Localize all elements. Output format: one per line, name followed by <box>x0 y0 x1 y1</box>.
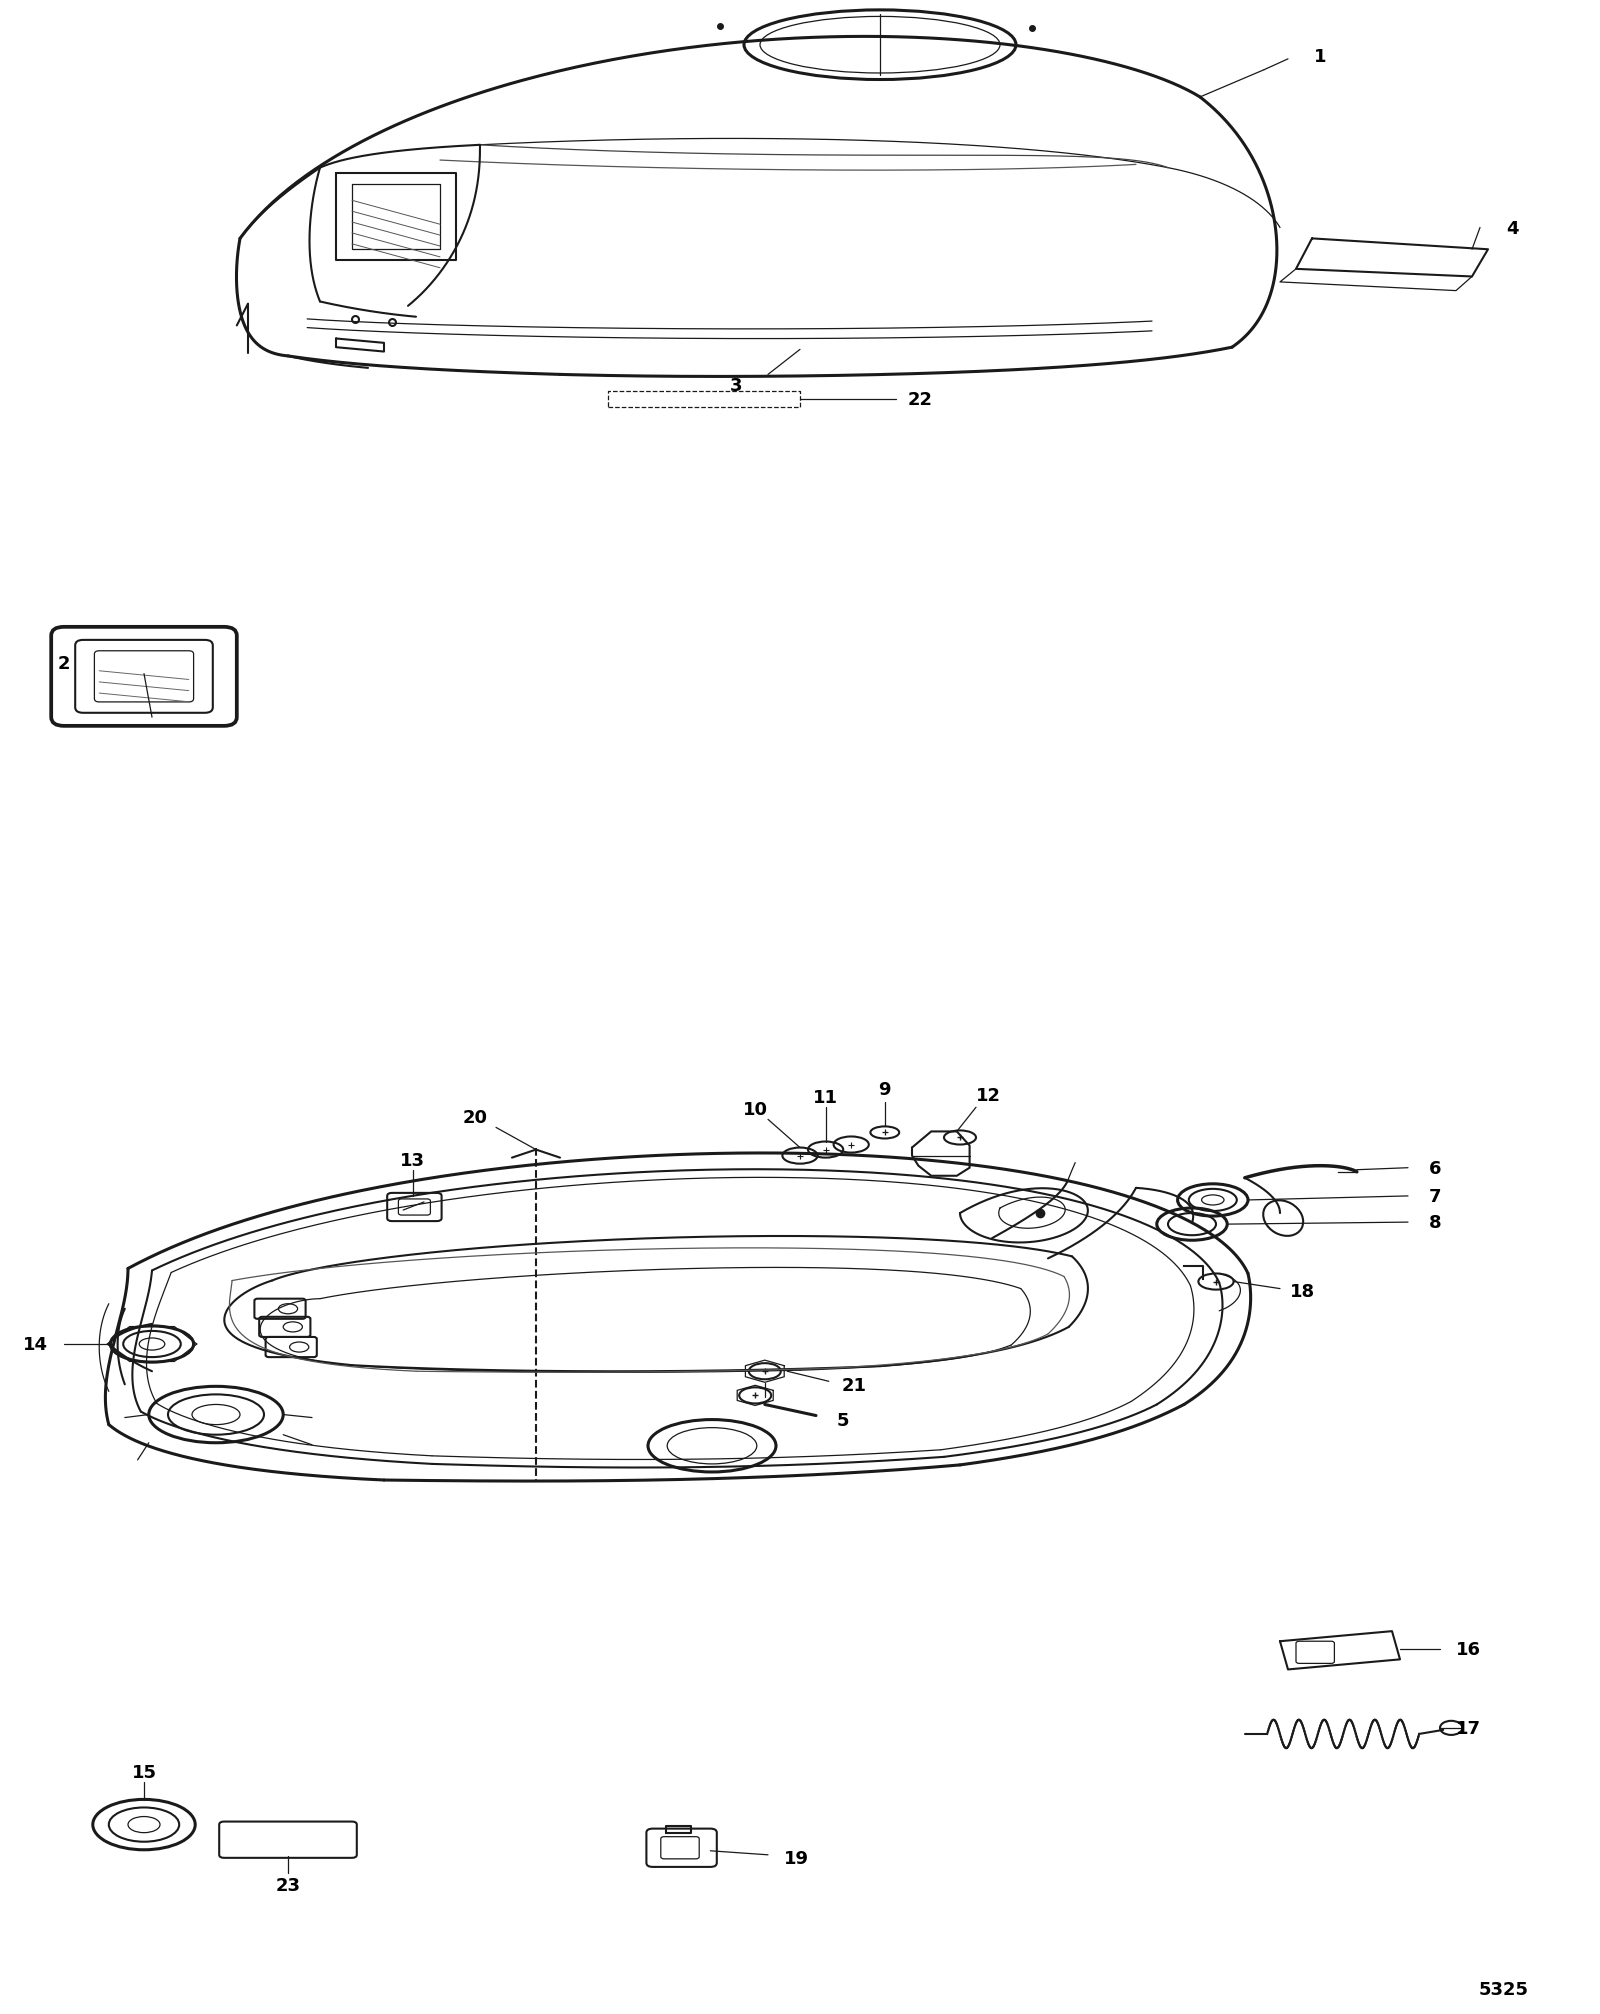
Text: 8: 8 <box>1429 1214 1442 1231</box>
Text: 15: 15 <box>131 1764 157 1780</box>
Text: 6: 6 <box>1429 1160 1442 1176</box>
Text: 13: 13 <box>400 1152 426 1168</box>
Text: 11: 11 <box>813 1090 838 1106</box>
Text: 17: 17 <box>1456 1720 1482 1736</box>
Text: 10: 10 <box>742 1102 768 1118</box>
Text: 1: 1 <box>1314 48 1326 66</box>
Text: 4: 4 <box>1506 220 1518 238</box>
Text: 7: 7 <box>1429 1188 1442 1204</box>
Text: 3: 3 <box>730 377 742 395</box>
FancyBboxPatch shape <box>219 1821 357 1857</box>
Text: 12: 12 <box>976 1088 1002 1104</box>
Text: 2: 2 <box>58 655 70 673</box>
FancyBboxPatch shape <box>387 1192 442 1220</box>
Text: 18: 18 <box>1290 1283 1315 1299</box>
FancyBboxPatch shape <box>646 1829 717 1867</box>
Text: 22: 22 <box>907 391 933 409</box>
Text: 21: 21 <box>842 1378 867 1394</box>
Text: 5: 5 <box>837 1412 850 1428</box>
Text: 20: 20 <box>462 1110 488 1126</box>
Text: 5325: 5325 <box>1478 1980 1530 1998</box>
Text: 23: 23 <box>275 1877 301 1893</box>
Text: 16: 16 <box>1456 1641 1482 1658</box>
Text: 9: 9 <box>878 1082 891 1098</box>
Text: 14: 14 <box>22 1335 48 1353</box>
Text: 19: 19 <box>784 1849 810 1867</box>
